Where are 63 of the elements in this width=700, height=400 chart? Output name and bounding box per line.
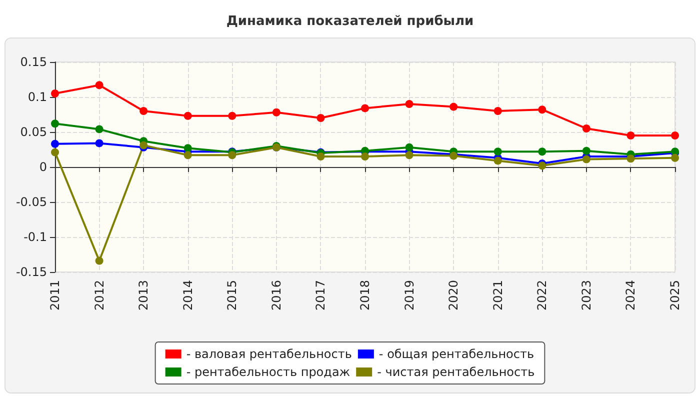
x-tick-label: 2014 — [180, 280, 195, 311]
x-tick-label: 2017 — [314, 280, 328, 311]
point — [316, 152, 325, 160]
point — [316, 114, 325, 122]
y-tick-label: -0.05 — [16, 195, 47, 209]
point — [184, 112, 192, 120]
x-tick-label: 2016 — [269, 280, 284, 311]
x-tick-label: 2015 — [225, 280, 240, 311]
point — [494, 107, 502, 115]
point — [671, 132, 679, 140]
point — [184, 144, 192, 152]
point — [538, 148, 546, 156]
point — [626, 132, 635, 140]
point — [494, 148, 502, 156]
point — [405, 100, 414, 108]
y-tick-label: 0.1 — [28, 90, 47, 104]
point — [494, 156, 502, 165]
legend-label: - рентабельность продаж — [186, 365, 350, 379]
point — [95, 125, 104, 134]
point — [51, 140, 59, 148]
point — [671, 154, 679, 162]
point — [450, 102, 458, 111]
point — [95, 139, 104, 148]
point — [582, 155, 590, 164]
point — [538, 162, 546, 170]
x-tick-label: 2020 — [446, 280, 461, 311]
point — [184, 151, 192, 160]
point — [228, 151, 236, 160]
point — [272, 108, 280, 116]
x-tick-label: 2022 — [535, 280, 550, 311]
point — [582, 146, 590, 155]
point — [51, 120, 59, 128]
x-tick-label: 2023 — [579, 280, 594, 311]
point — [405, 151, 414, 160]
x-tick-label: 2018 — [358, 280, 372, 311]
chart-title: Динамика показателей прибыли — [226, 14, 474, 29]
legend-label: - общая рентабельность — [378, 347, 534, 361]
x-tick-label: 2012 — [92, 280, 106, 311]
y-tick-label: -0.1 — [24, 230, 47, 244]
x-tick-label: 2025 — [668, 280, 682, 311]
point — [51, 90, 59, 98]
point — [95, 256, 104, 265]
x-tick-label: 2019 — [402, 280, 416, 311]
point — [405, 143, 414, 152]
y-tick-label: 0.15 — [20, 55, 47, 69]
x-tick-label: 2021 — [490, 280, 505, 311]
x-tick-label: 2011 — [48, 280, 62, 311]
y-tick-label: -0.15 — [16, 265, 47, 279]
x-tick-label: 2024 — [624, 280, 638, 311]
legend-label: - чистая рентабельность — [377, 365, 535, 379]
point — [51, 148, 59, 156]
x-tick-label: 2013 — [136, 280, 151, 311]
point — [361, 152, 369, 160]
point — [626, 154, 635, 163]
point — [95, 81, 104, 90]
y-tick-label: 0 — [39, 160, 47, 174]
y-tick-label: 0.05 — [20, 125, 47, 139]
point — [140, 107, 148, 115]
point — [582, 124, 590, 132]
point — [361, 104, 369, 112]
point — [228, 112, 236, 120]
point — [538, 106, 546, 114]
legend-label: - валовая рентабельность — [186, 347, 352, 361]
